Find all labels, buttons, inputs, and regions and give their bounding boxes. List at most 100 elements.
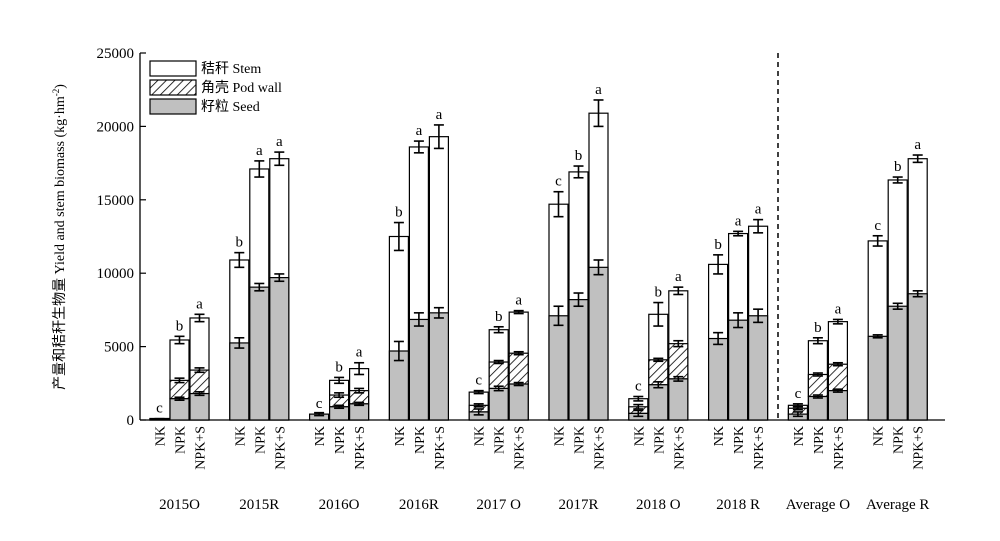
- significance-letter: b: [894, 159, 902, 175]
- y-axis-label-close: ): [53, 84, 68, 89]
- treatment-label: NPK+S: [912, 426, 927, 470]
- bar-pod-segment: [189, 369, 210, 395]
- total-error-bar: [573, 165, 584, 179]
- seed-error-bar: [753, 308, 764, 324]
- seed-error-bar: [334, 404, 345, 410]
- treatment-label: NK: [154, 426, 169, 446]
- seed-error-bar: [872, 334, 883, 339]
- significance-letter: a: [196, 296, 203, 312]
- treatment-label: NPK: [812, 426, 827, 454]
- treatment-label: NK: [712, 426, 727, 446]
- seed-error-bar: [254, 282, 265, 292]
- treatment-label: NPK: [174, 426, 189, 454]
- legend-label-pod: 角壳 Pod wall: [201, 79, 282, 96]
- total-error-bar: [274, 151, 285, 167]
- group-label: 2017 O: [476, 497, 521, 513]
- y-tick-label: 25000: [97, 46, 135, 62]
- total-error-bar: [174, 335, 185, 345]
- significance-letter: a: [416, 123, 423, 139]
- seed-error-bar: [194, 391, 205, 397]
- seed-error-bar: [653, 381, 664, 389]
- bar-seed-segment: [548, 315, 569, 421]
- total-error-bar: [393, 221, 404, 252]
- significance-letter: b: [655, 285, 663, 301]
- seed-error-bar: [912, 290, 923, 298]
- total-error-bar: [633, 395, 644, 402]
- significance-letter: a: [755, 202, 762, 218]
- total-error-bar: [713, 254, 724, 275]
- total-error-bar: [254, 160, 265, 178]
- y-tick-label: 20000: [97, 119, 135, 135]
- bar-seed-segment: [349, 403, 370, 421]
- treatment-label: NPK: [413, 426, 428, 454]
- total-error-bar: [493, 325, 504, 334]
- seed-error-bar: [413, 312, 424, 327]
- treatment-label: NPK+S: [752, 426, 767, 470]
- total-error-bar: [653, 301, 664, 327]
- legend-swatch-seed: [149, 98, 197, 115]
- bar-seed-segment: [887, 305, 908, 421]
- bar-seed-segment: [907, 293, 928, 421]
- treatment-label: NPK+S: [832, 426, 847, 470]
- seed-error-bar: [812, 394, 823, 399]
- seed-error-bar: [593, 259, 604, 276]
- bar-pod-segment: [668, 343, 689, 380]
- seed-error-bar: [174, 396, 185, 401]
- significance-letter: b: [495, 309, 503, 325]
- significance-letter: c: [874, 218, 881, 234]
- svg-text:产量和秸秆生物量 Yield and stem biomas: 产量和秸秆生物量 Yield and stem biomass (kg·hm-2…: [51, 84, 68, 390]
- significance-letter: a: [835, 301, 842, 317]
- significance-letter: a: [436, 107, 443, 123]
- pod-error-bar: [473, 403, 484, 408]
- pod-error-bar: [334, 392, 345, 399]
- seed-error-bar: [713, 331, 724, 346]
- pod-error-bar: [673, 339, 684, 348]
- seed-error-bar: [354, 401, 365, 407]
- significance-letter: a: [515, 293, 522, 309]
- bar-seed-segment: [727, 319, 749, 421]
- total-error-bar: [354, 361, 365, 376]
- y-axis-label-sup: -2: [51, 89, 61, 97]
- total-error-bar: [553, 190, 564, 218]
- bar-seed-segment: [827, 390, 849, 421]
- bar-pod-segment: [827, 363, 849, 392]
- total-error-bar: [872, 234, 883, 247]
- group-label: 2017R: [558, 497, 598, 513]
- group-label: 2018 O: [636, 497, 681, 513]
- bar-pod-segment: [508, 352, 529, 385]
- seed-error-bar: [673, 375, 684, 382]
- bar-seed-segment: [867, 335, 888, 421]
- bar-pod-segment: [648, 359, 669, 386]
- pod-error-bar: [812, 372, 823, 377]
- significance-letter: c: [555, 174, 562, 190]
- treatment-label: NK: [553, 426, 568, 446]
- seed-error-bar: [573, 292, 584, 308]
- treatment-label: NK: [473, 426, 488, 446]
- seed-error-bar: [154, 417, 165, 421]
- treatment-label: NK: [872, 426, 887, 446]
- pod-error-bar: [832, 361, 843, 367]
- bar-seed-segment: [588, 266, 609, 421]
- treatment-label: NK: [632, 426, 647, 446]
- seed-error-bar: [832, 388, 843, 393]
- bar-seed-segment: [249, 286, 270, 421]
- total-error-bar: [593, 99, 604, 128]
- group-label: 2018 R: [716, 497, 760, 513]
- treatment-label: NPK+S: [353, 426, 368, 470]
- significance-letter: a: [276, 134, 283, 150]
- group-label: 2015R: [239, 497, 279, 513]
- bar-seed-segment: [668, 378, 689, 421]
- y-tick-label: 10000: [97, 266, 135, 282]
- significance-letter: b: [176, 318, 184, 334]
- significance-letter: c: [156, 401, 163, 417]
- group-label: Average O: [786, 497, 850, 513]
- legend-label-stem: 秸秆 Stem: [201, 61, 261, 77]
- total-error-bar: [473, 389, 484, 395]
- bar-seed-segment: [707, 337, 729, 421]
- significance-letter: c: [316, 396, 323, 412]
- bar-seed-segment: [508, 383, 529, 421]
- total-error-bar: [513, 309, 524, 315]
- total-error-bar: [912, 154, 923, 164]
- treatment-label: NPK: [892, 426, 907, 454]
